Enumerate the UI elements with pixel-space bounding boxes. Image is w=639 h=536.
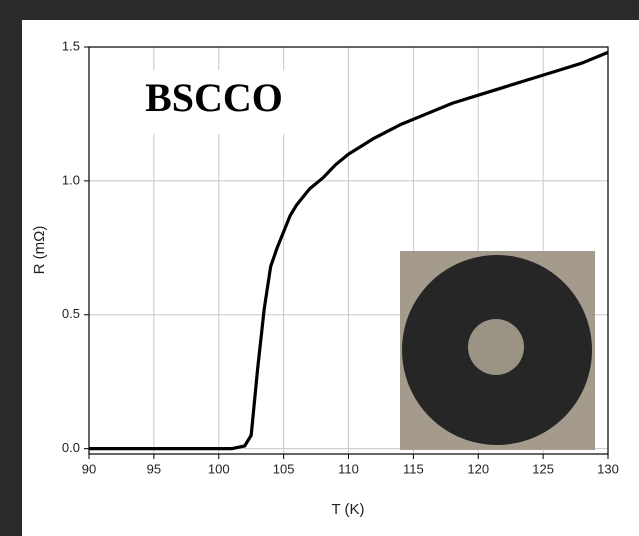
x-tick-label: 125 bbox=[532, 461, 554, 476]
disc-hole bbox=[468, 319, 524, 375]
y-tick-label: 0.0 bbox=[62, 440, 80, 455]
y-tick-label: 1.0 bbox=[62, 172, 80, 187]
x-tick-label: 120 bbox=[467, 461, 489, 476]
x-tick-label: 110 bbox=[338, 461, 359, 476]
inset-photo bbox=[400, 251, 595, 450]
y-tick-label: 1.5 bbox=[62, 38, 80, 53]
plot bbox=[89, 50, 609, 451]
x-tick-label: 115 bbox=[403, 461, 424, 476]
x-tick-label: 90 bbox=[82, 461, 96, 476]
x-axis-label: T (K) bbox=[331, 501, 364, 518]
x-tick-label: 95 bbox=[147, 461, 161, 476]
x-tick-label: 105 bbox=[273, 461, 295, 476]
x-tick-label: 130 bbox=[597, 461, 619, 476]
annotation: BSCCO bbox=[145, 75, 283, 120]
y-axis-label: R (mΩ) bbox=[31, 226, 48, 275]
y-tick-label: 0.5 bbox=[62, 306, 80, 321]
x-tick-label: 100 bbox=[208, 461, 230, 476]
data-line bbox=[89, 50, 609, 451]
annotation-box bbox=[126, 70, 302, 134]
